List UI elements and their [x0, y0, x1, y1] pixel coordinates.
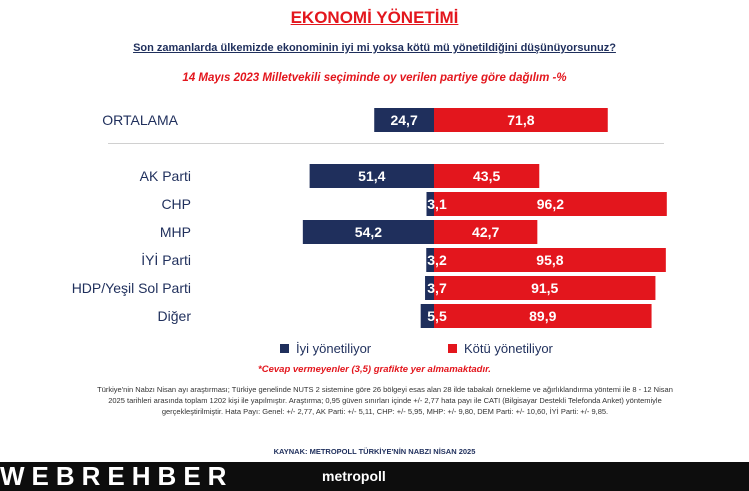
value-label-kotu-i-yi-parti: 95,8 — [536, 252, 563, 268]
legend-kotu-label: Kötü yönetiliyor — [464, 341, 553, 356]
footnote: *Cevap vermeyenler (3,5) grafikte yer al… — [258, 364, 491, 375]
legend-iyi-label: İyi yönetiliyor — [296, 341, 372, 356]
bar-iyi-ak-parti — [309, 164, 434, 188]
footer-bar: WEBREHBER metropoll — [0, 462, 749, 491]
category-label-mhp: MHP — [160, 224, 191, 240]
bar-iyi-ortalama — [374, 108, 434, 132]
value-label-iyi-chp: 3,1 — [427, 196, 447, 212]
value-label-iyi-di-er: 5,5 — [427, 308, 447, 324]
bar-kotu-di-er — [434, 304, 652, 328]
category-label-di-er: Diğer — [158, 308, 192, 324]
legend-kotu: Kötü yönetiliyor — [448, 341, 553, 356]
category-label-ortalama: ORTALAMA — [102, 112, 178, 128]
value-label-kotu-di-er: 89,9 — [529, 308, 556, 324]
category-label-hdp-ye-il-sol-parti: HDP/Yeşil Sol Parti — [72, 280, 191, 296]
value-label-iyi-mhp: 54,2 — [355, 224, 382, 240]
bar-kotu-mhp — [434, 220, 538, 244]
bar-kotu-chp — [434, 192, 667, 216]
value-label-kotu-ortalama: 71,8 — [507, 112, 534, 128]
bar-kotu-hdp-ye-il-sol-parti — [434, 276, 656, 300]
legend-iyi-swatch — [280, 344, 289, 353]
bar-iyi-i-yi-parti — [426, 248, 434, 272]
category-label-i-yi-parti: İYİ Parti — [141, 251, 191, 268]
value-label-iyi-ak-parti: 51,4 — [358, 168, 385, 184]
value-label-kotu-chp: 96,2 — [537, 196, 564, 212]
brand-logo: metropoll — [322, 468, 386, 484]
bar-kotu-i-yi-parti — [434, 248, 666, 272]
survey-question: Son zamanlarda ülkemizde ekonominin iyi … — [133, 42, 616, 54]
legend-kotu-swatch — [448, 344, 457, 353]
value-label-iyi-i-yi-parti: 3,2 — [427, 252, 447, 268]
value-label-kotu-mhp: 42,7 — [472, 224, 499, 240]
average-divider — [108, 143, 664, 144]
methodology-text: Türkiye'nin Nabzı Nisan ayı araştırması;… — [97, 385, 673, 416]
bar-kotu-ak-parti — [434, 164, 540, 188]
bar-kotu-ortalama — [434, 108, 608, 132]
value-label-iyi-hdp-ye-il-sol-parti: 3,7 — [427, 280, 447, 296]
category-label-chp: CHP — [161, 196, 191, 212]
chart-legend: İyi yönetiliyor Kötü yönetiliyor — [0, 341, 749, 361]
bar-iyi-hdp-ye-il-sol-parti — [425, 276, 434, 300]
value-label-iyi-ortalama: 24,7 — [390, 112, 417, 128]
value-label-kotu-hdp-ye-il-sol-parti: 91,5 — [531, 280, 558, 296]
bar-iyi-di-er — [420, 304, 434, 328]
watermark-logo: WEBREHBER — [0, 461, 234, 491]
value-label-kotu-ak-parti: 43,5 — [473, 168, 500, 184]
bar-iyi-chp — [426, 192, 434, 216]
diverging-bar-chart: ORTALAMA 24,7 71,8 AK Parti 51,4 43,5 CHP 3,1 96… — [72, 108, 667, 328]
source-text: KAYNAK: METROPOLL TÜRKİYE'NİN NABZI NİSA… — [273, 447, 476, 456]
category-label-ak-parti: AK Parti — [140, 168, 191, 184]
page-title: EKONOMİ YÖNETİMİ — [290, 8, 459, 27]
chart-subtitle: 14 Mayıs 2023 Milletvekili seçiminde oy … — [182, 72, 567, 84]
bar-iyi-mhp — [302, 220, 434, 244]
legend-iyi: İyi yönetiliyor — [280, 341, 371, 356]
